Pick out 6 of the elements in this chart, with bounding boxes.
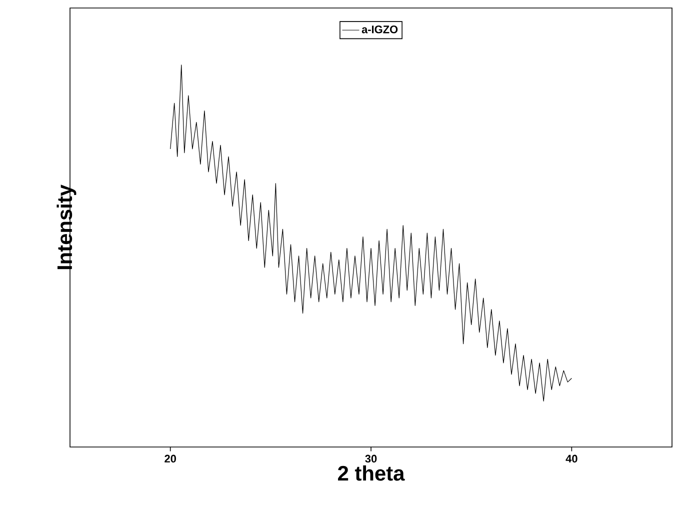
x-axis-title: 2 theta	[338, 465, 405, 481]
x-tick-label: 30	[365, 454, 377, 463]
y-axis-title: Intensity	[56, 184, 76, 270]
legend-label: a-IGZO	[362, 26, 398, 34]
x-tick-label: 20	[164, 454, 176, 463]
x-tick-label: 40	[566, 454, 578, 463]
